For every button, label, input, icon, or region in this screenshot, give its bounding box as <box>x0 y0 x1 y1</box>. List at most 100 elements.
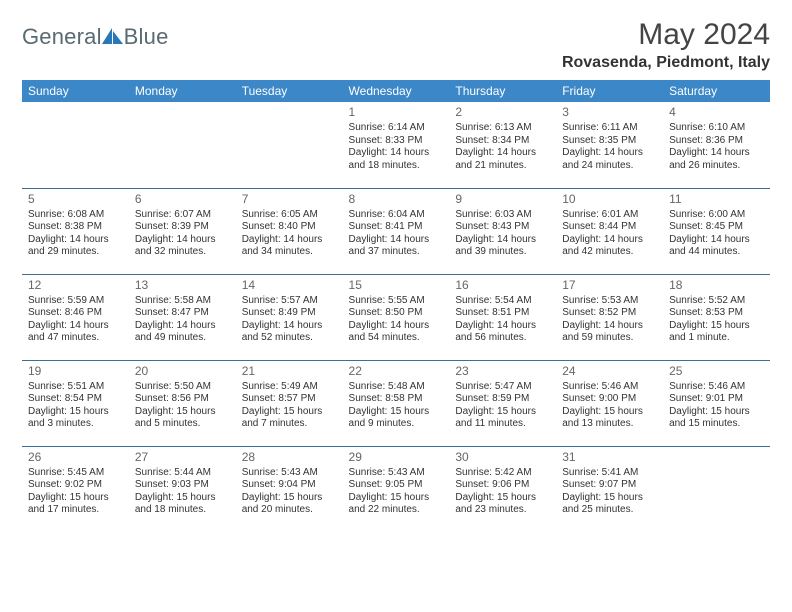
daylight-text: Daylight: 15 hours <box>349 492 444 505</box>
day-header: Tuesday <box>236 80 343 102</box>
daylight-text: Daylight: 15 hours <box>669 320 764 333</box>
sunrise-text: Sunrise: 5:41 AM <box>562 467 657 480</box>
calendar-cell: 31Sunrise: 5:41 AMSunset: 9:07 PMDayligh… <box>556 446 663 532</box>
calendar-cell: 8Sunrise: 6:04 AMSunset: 8:41 PMDaylight… <box>343 188 450 274</box>
sunset-text: Sunset: 8:51 PM <box>455 307 550 320</box>
calendar-cell: 1Sunrise: 6:14 AMSunset: 8:33 PMDaylight… <box>343 102 450 188</box>
day-number: 10 <box>562 192 657 207</box>
daylight-text: Daylight: 14 hours <box>455 320 550 333</box>
sunset-text: Sunset: 8:57 PM <box>242 393 337 406</box>
sunrise-text: Sunrise: 6:13 AM <box>455 122 550 135</box>
day-number: 13 <box>135 278 230 293</box>
sunset-text: Sunset: 9:03 PM <box>135 479 230 492</box>
calendar-page: General Blue May 2024 Rovasenda, Piedmon… <box>0 0 792 550</box>
calendar-cell: 13Sunrise: 5:58 AMSunset: 8:47 PMDayligh… <box>129 274 236 360</box>
day-header: Saturday <box>663 80 770 102</box>
sail-icon <box>102 28 124 46</box>
sunset-text: Sunset: 8:41 PM <box>349 221 444 234</box>
daylight-text: Daylight: 14 hours <box>562 234 657 247</box>
day-number: 27 <box>135 450 230 465</box>
sunset-text: Sunset: 8:43 PM <box>455 221 550 234</box>
sunset-text: Sunset: 8:36 PM <box>669 135 764 148</box>
calendar-row: 5Sunrise: 6:08 AMSunset: 8:38 PMDaylight… <box>22 188 770 274</box>
calendar-cell: 14Sunrise: 5:57 AMSunset: 8:49 PMDayligh… <box>236 274 343 360</box>
day-number: 7 <box>242 192 337 207</box>
daylight-text: and 11 minutes. <box>455 418 550 431</box>
sunrise-text: Sunrise: 6:00 AM <box>669 209 764 222</box>
calendar-row: 26Sunrise: 5:45 AMSunset: 9:02 PMDayligh… <box>22 446 770 532</box>
brand-logo: General Blue <box>22 24 169 50</box>
daylight-text: and 20 minutes. <box>242 504 337 517</box>
daylight-text: and 7 minutes. <box>242 418 337 431</box>
calendar-cell: 15Sunrise: 5:55 AMSunset: 8:50 PMDayligh… <box>343 274 450 360</box>
daylight-text: Daylight: 14 hours <box>562 320 657 333</box>
sunrise-text: Sunrise: 5:44 AM <box>135 467 230 480</box>
sunrise-text: Sunrise: 5:50 AM <box>135 381 230 394</box>
calendar-table: Sunday Monday Tuesday Wednesday Thursday… <box>22 80 770 532</box>
day-number: 9 <box>455 192 550 207</box>
daylight-text: and 13 minutes. <box>562 418 657 431</box>
daylight-text: and 47 minutes. <box>28 332 123 345</box>
daylight-text: and 25 minutes. <box>562 504 657 517</box>
sunrise-text: Sunrise: 5:54 AM <box>455 295 550 308</box>
day-number: 29 <box>349 450 444 465</box>
daylight-text: Daylight: 14 hours <box>349 320 444 333</box>
sunrise-text: Sunrise: 5:55 AM <box>349 295 444 308</box>
daylight-text: and 44 minutes. <box>669 246 764 259</box>
day-number: 1 <box>349 105 444 120</box>
day-header: Thursday <box>449 80 556 102</box>
daylight-text: Daylight: 15 hours <box>562 406 657 419</box>
calendar-cell: 30Sunrise: 5:42 AMSunset: 9:06 PMDayligh… <box>449 446 556 532</box>
daylight-text: Daylight: 14 hours <box>669 234 764 247</box>
daylight-text: and 49 minutes. <box>135 332 230 345</box>
sunset-text: Sunset: 8:56 PM <box>135 393 230 406</box>
day-number: 11 <box>669 192 764 207</box>
daylight-text: and 18 minutes. <box>135 504 230 517</box>
calendar-cell: 20Sunrise: 5:50 AMSunset: 8:56 PMDayligh… <box>129 360 236 446</box>
daylight-text: and 42 minutes. <box>562 246 657 259</box>
sunrise-text: Sunrise: 5:58 AM <box>135 295 230 308</box>
day-header-row: Sunday Monday Tuesday Wednesday Thursday… <box>22 80 770 102</box>
sunset-text: Sunset: 9:07 PM <box>562 479 657 492</box>
daylight-text: Daylight: 14 hours <box>562 147 657 160</box>
daylight-text: Daylight: 15 hours <box>349 406 444 419</box>
calendar-cell: 29Sunrise: 5:43 AMSunset: 9:05 PMDayligh… <box>343 446 450 532</box>
calendar-cell: 17Sunrise: 5:53 AMSunset: 8:52 PMDayligh… <box>556 274 663 360</box>
calendar-cell-blank <box>129 102 236 188</box>
sunrise-text: Sunrise: 5:52 AM <box>669 295 764 308</box>
day-number: 23 <box>455 364 550 379</box>
day-number: 6 <box>135 192 230 207</box>
day-header: Friday <box>556 80 663 102</box>
brand-name-left: General <box>22 24 102 50</box>
sunrise-text: Sunrise: 5:48 AM <box>349 381 444 394</box>
day-number: 5 <box>28 192 123 207</box>
sunrise-text: Sunrise: 6:05 AM <box>242 209 337 222</box>
day-header: Monday <box>129 80 236 102</box>
calendar-body: 1Sunrise: 6:14 AMSunset: 8:33 PMDaylight… <box>22 102 770 532</box>
month-title: May 2024 <box>562 18 770 52</box>
day-number: 18 <box>669 278 764 293</box>
sunrise-text: Sunrise: 5:49 AM <box>242 381 337 394</box>
daylight-text: and 32 minutes. <box>135 246 230 259</box>
sunset-text: Sunset: 8:34 PM <box>455 135 550 148</box>
daylight-text: Daylight: 15 hours <box>455 406 550 419</box>
day-number: 31 <box>562 450 657 465</box>
sunset-text: Sunset: 8:54 PM <box>28 393 123 406</box>
daylight-text: Daylight: 14 hours <box>28 320 123 333</box>
sunrise-text: Sunrise: 6:10 AM <box>669 122 764 135</box>
sunset-text: Sunset: 8:35 PM <box>562 135 657 148</box>
sunset-text: Sunset: 8:58 PM <box>349 393 444 406</box>
daylight-text: and 15 minutes. <box>669 418 764 431</box>
daylight-text: Daylight: 15 hours <box>242 406 337 419</box>
header: General Blue May 2024 Rovasenda, Piedmon… <box>22 18 770 72</box>
sunset-text: Sunset: 8:45 PM <box>669 221 764 234</box>
calendar-cell-blank <box>663 446 770 532</box>
calendar-cell: 28Sunrise: 5:43 AMSunset: 9:04 PMDayligh… <box>236 446 343 532</box>
daylight-text: Daylight: 14 hours <box>349 234 444 247</box>
calendar-cell: 12Sunrise: 5:59 AMSunset: 8:46 PMDayligh… <box>22 274 129 360</box>
day-number: 16 <box>455 278 550 293</box>
sunrise-text: Sunrise: 5:57 AM <box>242 295 337 308</box>
daylight-text: and 1 minute. <box>669 332 764 345</box>
sunset-text: Sunset: 8:38 PM <box>28 221 123 234</box>
day-number: 22 <box>349 364 444 379</box>
